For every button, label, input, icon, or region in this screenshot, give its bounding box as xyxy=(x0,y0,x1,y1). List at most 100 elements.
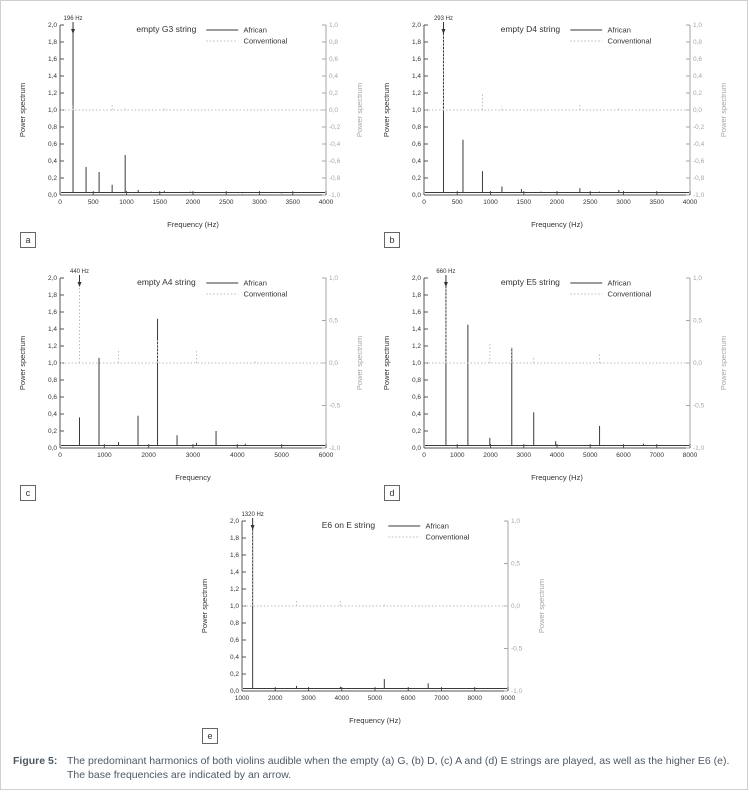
svg-text:1,6: 1,6 xyxy=(48,56,57,63)
svg-text:1,0: 1,0 xyxy=(412,360,421,367)
svg-text:-0,6: -0,6 xyxy=(329,158,341,165)
svg-text:-1,0: -1,0 xyxy=(329,192,341,199)
series xyxy=(243,525,507,689)
svg-text:2,0: 2,0 xyxy=(230,518,239,525)
svg-text:1,6: 1,6 xyxy=(48,309,57,316)
svg-text:African: African xyxy=(608,26,631,35)
svg-text:1000: 1000 xyxy=(119,199,134,206)
svg-text:196 Hz: 196 Hz xyxy=(64,16,83,22)
svg-text:Power spectrum: Power spectrum xyxy=(355,336,364,390)
svg-text:0: 0 xyxy=(58,452,62,459)
series xyxy=(425,25,689,193)
svg-text:1000: 1000 xyxy=(483,199,498,206)
svg-text:Conventional: Conventional xyxy=(244,290,288,299)
svg-text:1,8: 1,8 xyxy=(48,292,57,299)
svg-text:2,0: 2,0 xyxy=(412,275,421,282)
spectrum-chart-a4: 0,0 0,2 0,4 0,6 0,8 1,0 1,2 1,4 1,6 1,8 2,0 -1,0 -0,… xyxy=(18,269,364,482)
panel-c: 0,0 0,2 0,4 0,6 0,8 1,0 1,2 1,4 1,6 1,8 2,0 -1,0 -0,… xyxy=(16,266,368,501)
figure-caption-text: The predominant harmonics of both violin… xyxy=(67,755,730,782)
svg-text:0,8: 0,8 xyxy=(329,39,338,46)
svg-text:0,4: 0,4 xyxy=(48,158,57,165)
svg-text:5000: 5000 xyxy=(583,452,598,459)
series xyxy=(61,30,325,194)
panel-title: empty E5 string xyxy=(501,277,560,287)
svg-text:Power spectrum: Power spectrum xyxy=(18,336,27,390)
axes: 0,0 0,2 0,4 0,6 0,8 1,0 1,2 1,4 1,6 1,8 2,0 -1,0 -0,… xyxy=(18,22,364,229)
annotation-arrow: 660 Hz xyxy=(436,269,455,287)
panel-b: 0,0 0,2 0,4 0,6 0,8 1,0 1,2 1,4 1,6 1,8 2,0 -1,0 -0,… xyxy=(380,13,732,248)
svg-text:0,8: 0,8 xyxy=(230,620,239,627)
svg-text:-0,5: -0,5 xyxy=(693,403,705,410)
svg-text:0,8: 0,8 xyxy=(412,377,421,384)
legend: African Conventional xyxy=(206,26,288,46)
svg-text:0,2: 0,2 xyxy=(329,90,338,97)
svg-text:0,0: 0,0 xyxy=(329,107,338,114)
svg-text:Power spectrum: Power spectrum xyxy=(382,336,391,390)
panel-row-3: 0,0 0,2 0,4 0,6 0,8 1,0 1,2 1,4 1,6 1,8 2,0 -1,0 -0,… xyxy=(11,509,737,744)
svg-text:Conventional: Conventional xyxy=(426,533,470,542)
svg-text:0: 0 xyxy=(422,199,426,206)
svg-text:Power spectrum: Power spectrum xyxy=(200,579,209,633)
legend: African Conventional xyxy=(206,279,288,299)
svg-text:Power spectrum: Power spectrum xyxy=(719,83,728,137)
svg-text:5000: 5000 xyxy=(274,452,289,459)
svg-text:1,0: 1,0 xyxy=(693,22,702,29)
svg-text:1,0: 1,0 xyxy=(48,107,57,114)
svg-text:Conventional: Conventional xyxy=(608,290,652,299)
panel-row-1: 0,0 0,2 0,4 0,6 0,8 1,0 1,2 1,4 1,6 1,8 2,0 -1,0 -0,… xyxy=(11,13,737,248)
svg-text:0,6: 0,6 xyxy=(412,141,421,148)
panel-label-d: d xyxy=(384,485,400,501)
svg-text:1500: 1500 xyxy=(517,199,532,206)
svg-text:0,6: 0,6 xyxy=(693,56,702,63)
svg-text:0,5: 0,5 xyxy=(693,318,702,325)
svg-text:2500: 2500 xyxy=(583,199,598,206)
svg-text:0,5: 0,5 xyxy=(329,318,338,325)
spectrum-chart-d4: 0,0 0,2 0,4 0,6 0,8 1,0 1,2 1,4 1,6 1,8 2,0 -1,0 -0,… xyxy=(382,16,728,229)
svg-text:6000: 6000 xyxy=(319,452,334,459)
svg-text:1,2: 1,2 xyxy=(48,343,57,350)
svg-text:1320 Hz: 1320 Hz xyxy=(241,512,263,518)
svg-text:1,2: 1,2 xyxy=(230,586,239,593)
svg-text:Frequency (Hz): Frequency (Hz) xyxy=(531,220,583,229)
svg-text:8000: 8000 xyxy=(468,695,483,702)
svg-text:-1,0: -1,0 xyxy=(511,688,523,695)
panel-e: 0,0 0,2 0,4 0,6 0,8 1,0 1,2 1,4 1,6 1,8 2,0 -1,0 -0,… xyxy=(198,509,550,744)
svg-text:440 Hz: 440 Hz xyxy=(70,269,89,275)
svg-text:0: 0 xyxy=(422,452,426,459)
svg-text:660 Hz: 660 Hz xyxy=(436,269,455,275)
axes: 0,0 0,2 0,4 0,6 0,8 1,0 1,2 1,4 1,6 1,8 2,0 -1,0 -0,… xyxy=(382,22,728,229)
svg-text:0,0: 0,0 xyxy=(412,192,421,199)
svg-text:0,4: 0,4 xyxy=(412,158,421,165)
svg-text:2000: 2000 xyxy=(268,695,283,702)
svg-text:Conventional: Conventional xyxy=(608,37,652,46)
svg-text:0,2: 0,2 xyxy=(48,428,57,435)
svg-text:3500: 3500 xyxy=(286,199,301,206)
panel-a: 0,0 0,2 0,4 0,6 0,8 1,0 1,2 1,4 1,6 1,8 2,0 -1,0 -0,… xyxy=(16,13,368,248)
svg-text:-0,4: -0,4 xyxy=(693,141,705,148)
svg-text:1500: 1500 xyxy=(153,199,168,206)
svg-text:1,4: 1,4 xyxy=(48,326,57,333)
svg-text:1,4: 1,4 xyxy=(48,73,57,80)
svg-text:2,0: 2,0 xyxy=(48,22,57,29)
svg-text:0,4: 0,4 xyxy=(48,411,57,418)
svg-text:0,8: 0,8 xyxy=(48,124,57,131)
svg-text:0,4: 0,4 xyxy=(230,654,239,661)
svg-text:0,8: 0,8 xyxy=(412,124,421,131)
svg-text:1,2: 1,2 xyxy=(412,90,421,97)
svg-text:0,6: 0,6 xyxy=(329,56,338,63)
svg-text:-0,2: -0,2 xyxy=(693,124,705,131)
svg-text:1,0: 1,0 xyxy=(511,518,520,525)
svg-text:1,8: 1,8 xyxy=(412,292,421,299)
svg-text:0,2: 0,2 xyxy=(230,671,239,678)
svg-text:African: African xyxy=(244,279,267,288)
svg-text:0,6: 0,6 xyxy=(48,394,57,401)
axes: 0,0 0,2 0,4 0,6 0,8 1,0 1,2 1,4 1,6 1,8 2,0 -1,0 -0,… xyxy=(382,275,728,482)
svg-text:6000: 6000 xyxy=(616,452,631,459)
svg-text:7000: 7000 xyxy=(434,695,449,702)
panel-label-a: a xyxy=(20,232,36,248)
svg-text:Power spectrum: Power spectrum xyxy=(719,336,728,390)
svg-text:Frequency (Hz): Frequency (Hz) xyxy=(531,473,583,482)
svg-text:3500: 3500 xyxy=(650,199,665,206)
panel-title: empty G3 string xyxy=(136,24,196,34)
svg-text:0,0: 0,0 xyxy=(329,360,338,367)
